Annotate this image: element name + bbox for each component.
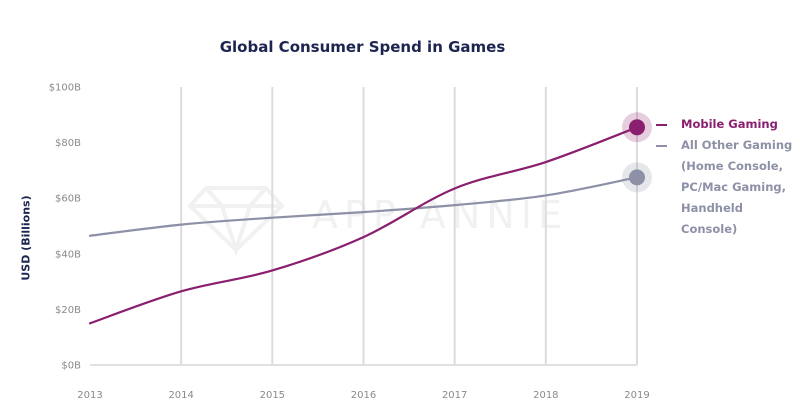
endpoint-marker [629,119,645,136]
svg-text:APP ANNIE: APP ANNIE [312,193,568,237]
endpoint-marker [629,169,645,186]
legend-item-mobile-gaming: Mobile Gaming [656,114,796,135]
legend-swatch-other [656,145,667,147]
legend-swatch-mobile [656,124,667,126]
series-line-0 [88,126,639,325]
x-tick-label: 2013 [77,390,102,401]
y-tick-label: $20B [55,305,81,316]
app-annie-watermark: APP ANNIE [187,186,568,257]
y-tick-label: $60B [55,194,81,205]
legend-label: All Other Gaming [681,138,793,152]
legend-label-line: (Home Console, [681,159,783,173]
series-line-1 [88,176,639,237]
x-tick-label: 2018 [533,390,558,401]
legend-item-other-gaming: All Other Gaming (Home Console, PC/Mac G… [656,135,796,240]
y-tick-label: $40B [55,249,81,260]
y-tick-label: $80B [55,138,81,149]
x-tick-label: 2017 [442,390,467,401]
chart-title: Global Consumer Spend in Games [219,38,506,56]
legend-label-line: PC/Mac Gaming, [681,180,787,194]
x-tick-label: 2015 [260,390,285,401]
legend-label: Mobile Gaming [681,117,778,131]
x-tick-label: 2014 [168,390,193,401]
legend: Mobile Gaming All Other Gaming (Home Con… [656,114,796,240]
x-tick-label: 2019 [624,390,649,401]
x-tick-label: 2016 [351,390,376,401]
legend-label-line: Handheld Console) [681,201,743,236]
y-tick-label: $100B [49,83,81,94]
y-tick-label: $0B [61,361,81,372]
